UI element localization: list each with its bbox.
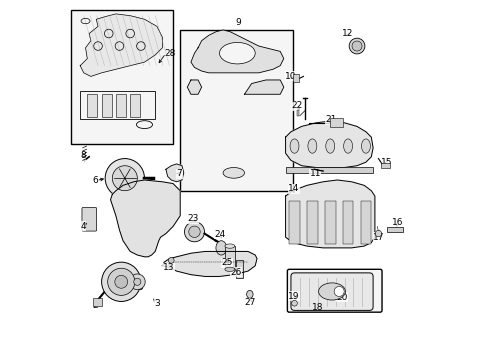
Circle shape — [291, 300, 297, 306]
Bar — [285, 167, 372, 173]
Ellipse shape — [216, 241, 226, 255]
Polygon shape — [110, 180, 180, 257]
Bar — [329, 118, 342, 127]
Text: 26: 26 — [230, 268, 242, 277]
Polygon shape — [80, 14, 162, 76]
Text: 24: 24 — [214, 230, 225, 239]
Text: 10: 10 — [284, 72, 295, 81]
Text: 2: 2 — [92, 301, 98, 310]
Circle shape — [102, 262, 141, 301]
Ellipse shape — [224, 267, 234, 271]
Ellipse shape — [289, 139, 298, 153]
Circle shape — [134, 278, 141, 285]
Text: 27: 27 — [244, 298, 255, 307]
Ellipse shape — [246, 291, 253, 298]
Text: 3: 3 — [154, 299, 160, 308]
Bar — [87, 94, 97, 117]
Ellipse shape — [223, 167, 244, 178]
Ellipse shape — [219, 42, 255, 64]
Bar — [306, 202, 317, 244]
Ellipse shape — [318, 283, 345, 300]
Bar — [342, 202, 353, 244]
Bar — [80, 91, 155, 119]
Polygon shape — [162, 251, 257, 276]
Circle shape — [105, 158, 144, 198]
Circle shape — [333, 287, 344, 296]
Text: 14: 14 — [287, 184, 299, 193]
Text: 4: 4 — [80, 222, 86, 231]
FancyBboxPatch shape — [287, 269, 381, 312]
Text: 7: 7 — [176, 169, 182, 178]
Bar — [130, 94, 140, 117]
Polygon shape — [244, 80, 283, 94]
Text: 6: 6 — [92, 176, 98, 185]
Circle shape — [129, 274, 145, 290]
FancyBboxPatch shape — [290, 273, 372, 310]
Text: 9: 9 — [235, 18, 241, 27]
Text: 23: 23 — [186, 214, 198, 223]
Text: 1: 1 — [123, 284, 129, 293]
Text: 21: 21 — [325, 116, 336, 125]
Circle shape — [112, 166, 137, 191]
Text: 15: 15 — [380, 158, 392, 167]
Text: 11: 11 — [309, 170, 320, 179]
Text: 18: 18 — [311, 303, 323, 312]
Text: 28: 28 — [164, 49, 175, 58]
Polygon shape — [285, 180, 374, 248]
Bar — [360, 202, 370, 244]
Ellipse shape — [343, 139, 352, 153]
FancyBboxPatch shape — [82, 207, 97, 231]
Bar — [71, 10, 173, 144]
Circle shape — [115, 275, 127, 288]
Circle shape — [184, 222, 204, 242]
Bar — [224, 246, 234, 269]
Text: 16: 16 — [391, 218, 403, 227]
Text: 20: 20 — [336, 293, 347, 302]
Circle shape — [168, 257, 174, 263]
Bar — [116, 94, 125, 117]
Ellipse shape — [361, 139, 370, 153]
Circle shape — [348, 38, 364, 54]
Text: 12: 12 — [342, 29, 353, 38]
Bar — [180, 30, 292, 191]
Polygon shape — [165, 164, 183, 182]
Text: 13: 13 — [163, 263, 174, 272]
Text: 19: 19 — [287, 292, 299, 301]
Circle shape — [374, 230, 381, 237]
Circle shape — [107, 268, 135, 296]
Polygon shape — [187, 80, 201, 94]
Bar — [288, 202, 299, 244]
Ellipse shape — [307, 139, 316, 153]
Text: 5: 5 — [137, 283, 143, 292]
Text: 25: 25 — [221, 258, 233, 267]
Bar — [381, 163, 389, 168]
Bar — [235, 260, 243, 278]
Text: 22: 22 — [291, 101, 303, 110]
Text: 17: 17 — [372, 233, 384, 242]
Bar — [297, 110, 299, 116]
Ellipse shape — [224, 244, 234, 248]
Bar — [93, 298, 102, 306]
Text: 8: 8 — [80, 151, 86, 160]
Bar — [102, 94, 111, 117]
Polygon shape — [285, 121, 372, 167]
Ellipse shape — [325, 139, 334, 153]
Circle shape — [351, 41, 361, 51]
Bar — [324, 202, 335, 244]
Polygon shape — [190, 30, 283, 73]
Bar — [292, 73, 299, 82]
Circle shape — [188, 226, 200, 238]
Bar — [386, 227, 403, 232]
